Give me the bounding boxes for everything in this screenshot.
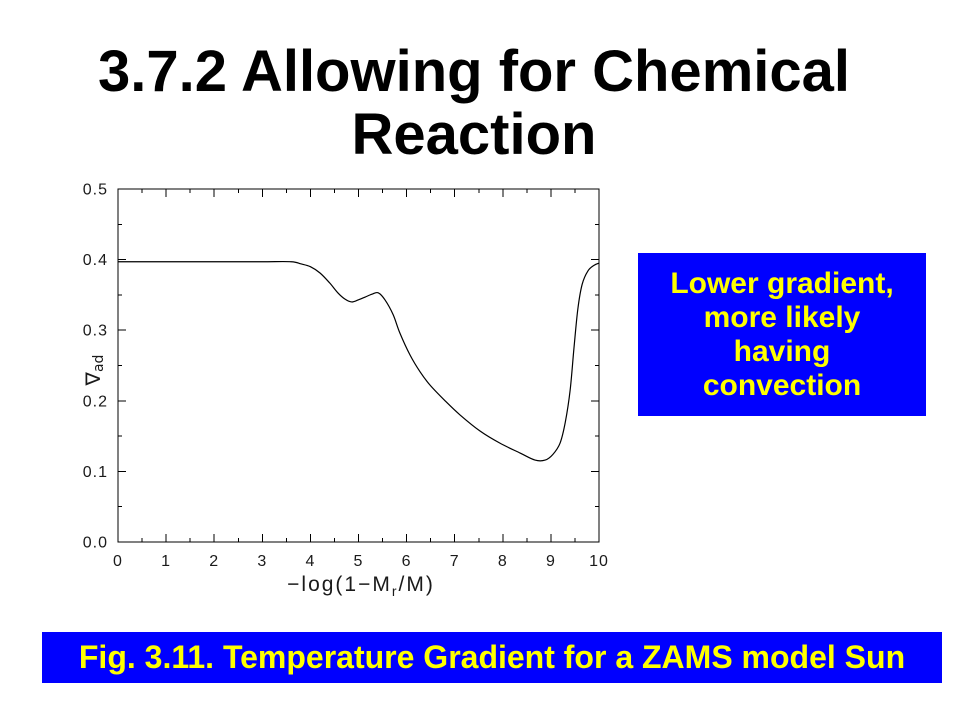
- x-tick-label: 1: [161, 553, 171, 570]
- slide-title-line-1: 3.7.2 Allowing for Chemical: [97, 39, 851, 104]
- callout-box: Lower gradient, more likely having conve…: [638, 253, 926, 416]
- slide-title-line-2: Reaction: [351, 102, 597, 167]
- slide-title: 3.7.2 Allowing for Chemical Reaction: [0, 40, 948, 166]
- x-tick-label: 3: [257, 553, 267, 570]
- y-tick-label: 0.5: [83, 182, 108, 199]
- tick-marks: [117, 188, 600, 543]
- series-line-nabla-ad: [118, 260, 600, 462]
- y-tick-labels: 0.0 0.1 0.2 0.3 0.4 0.5: [83, 182, 108, 552]
- callout-line-1: Lower gradient,: [670, 266, 894, 300]
- x-tick-labels: 0 1 2 3 4 5 6 7 8 9 10: [113, 553, 609, 570]
- y-tick-label: 0.2: [83, 393, 108, 410]
- x-tick-label: 5: [354, 553, 364, 570]
- x-axis-label-rest: /M): [399, 573, 435, 596]
- x-tick-label: 10: [589, 553, 609, 570]
- x-tick-label: 6: [402, 553, 412, 570]
- x-axis-label-base: −log(1−M: [287, 573, 392, 596]
- x-axis-label-subscript: r: [392, 583, 399, 599]
- y-tick-label: 0.0: [83, 535, 108, 552]
- callout-line-4: convection: [702, 368, 862, 402]
- x-tick-label: 8: [498, 553, 508, 570]
- callout-line-2: more likely: [703, 300, 861, 334]
- figure-caption-text: Fig. 3.11. Temperature Gradient for a ZA…: [78, 639, 906, 675]
- x-tick-label: 7: [450, 553, 460, 570]
- y-tick-label: 0.3: [83, 323, 108, 340]
- callout-line-3: having: [733, 334, 831, 368]
- x-tick-label: 0: [113, 553, 123, 570]
- x-tick-label: 2: [209, 553, 219, 570]
- y-axis-label-subscript: ad: [91, 355, 107, 372]
- x-tick-label: 4: [305, 553, 315, 570]
- x-tick-label: 9: [546, 553, 556, 570]
- y-axis-label: ∇ad: [81, 355, 107, 387]
- y-axis-label-base: ∇: [81, 371, 105, 386]
- y-tick-label: 0.1: [83, 464, 108, 481]
- plot-frame: [117, 188, 600, 543]
- figure-caption: Fig. 3.11. Temperature Gradient for a ZA…: [42, 632, 942, 683]
- x-axis-label: −log(1−Mr/M): [287, 573, 435, 599]
- y-tick-label: 0.4: [83, 252, 108, 269]
- temperature-gradient-chart: 0 1 2 3 4 5 6 7 8 9 10 0.0 0.1 0.2 0.3 0.4 0.5 −log(1−M…: [81, 182, 609, 600]
